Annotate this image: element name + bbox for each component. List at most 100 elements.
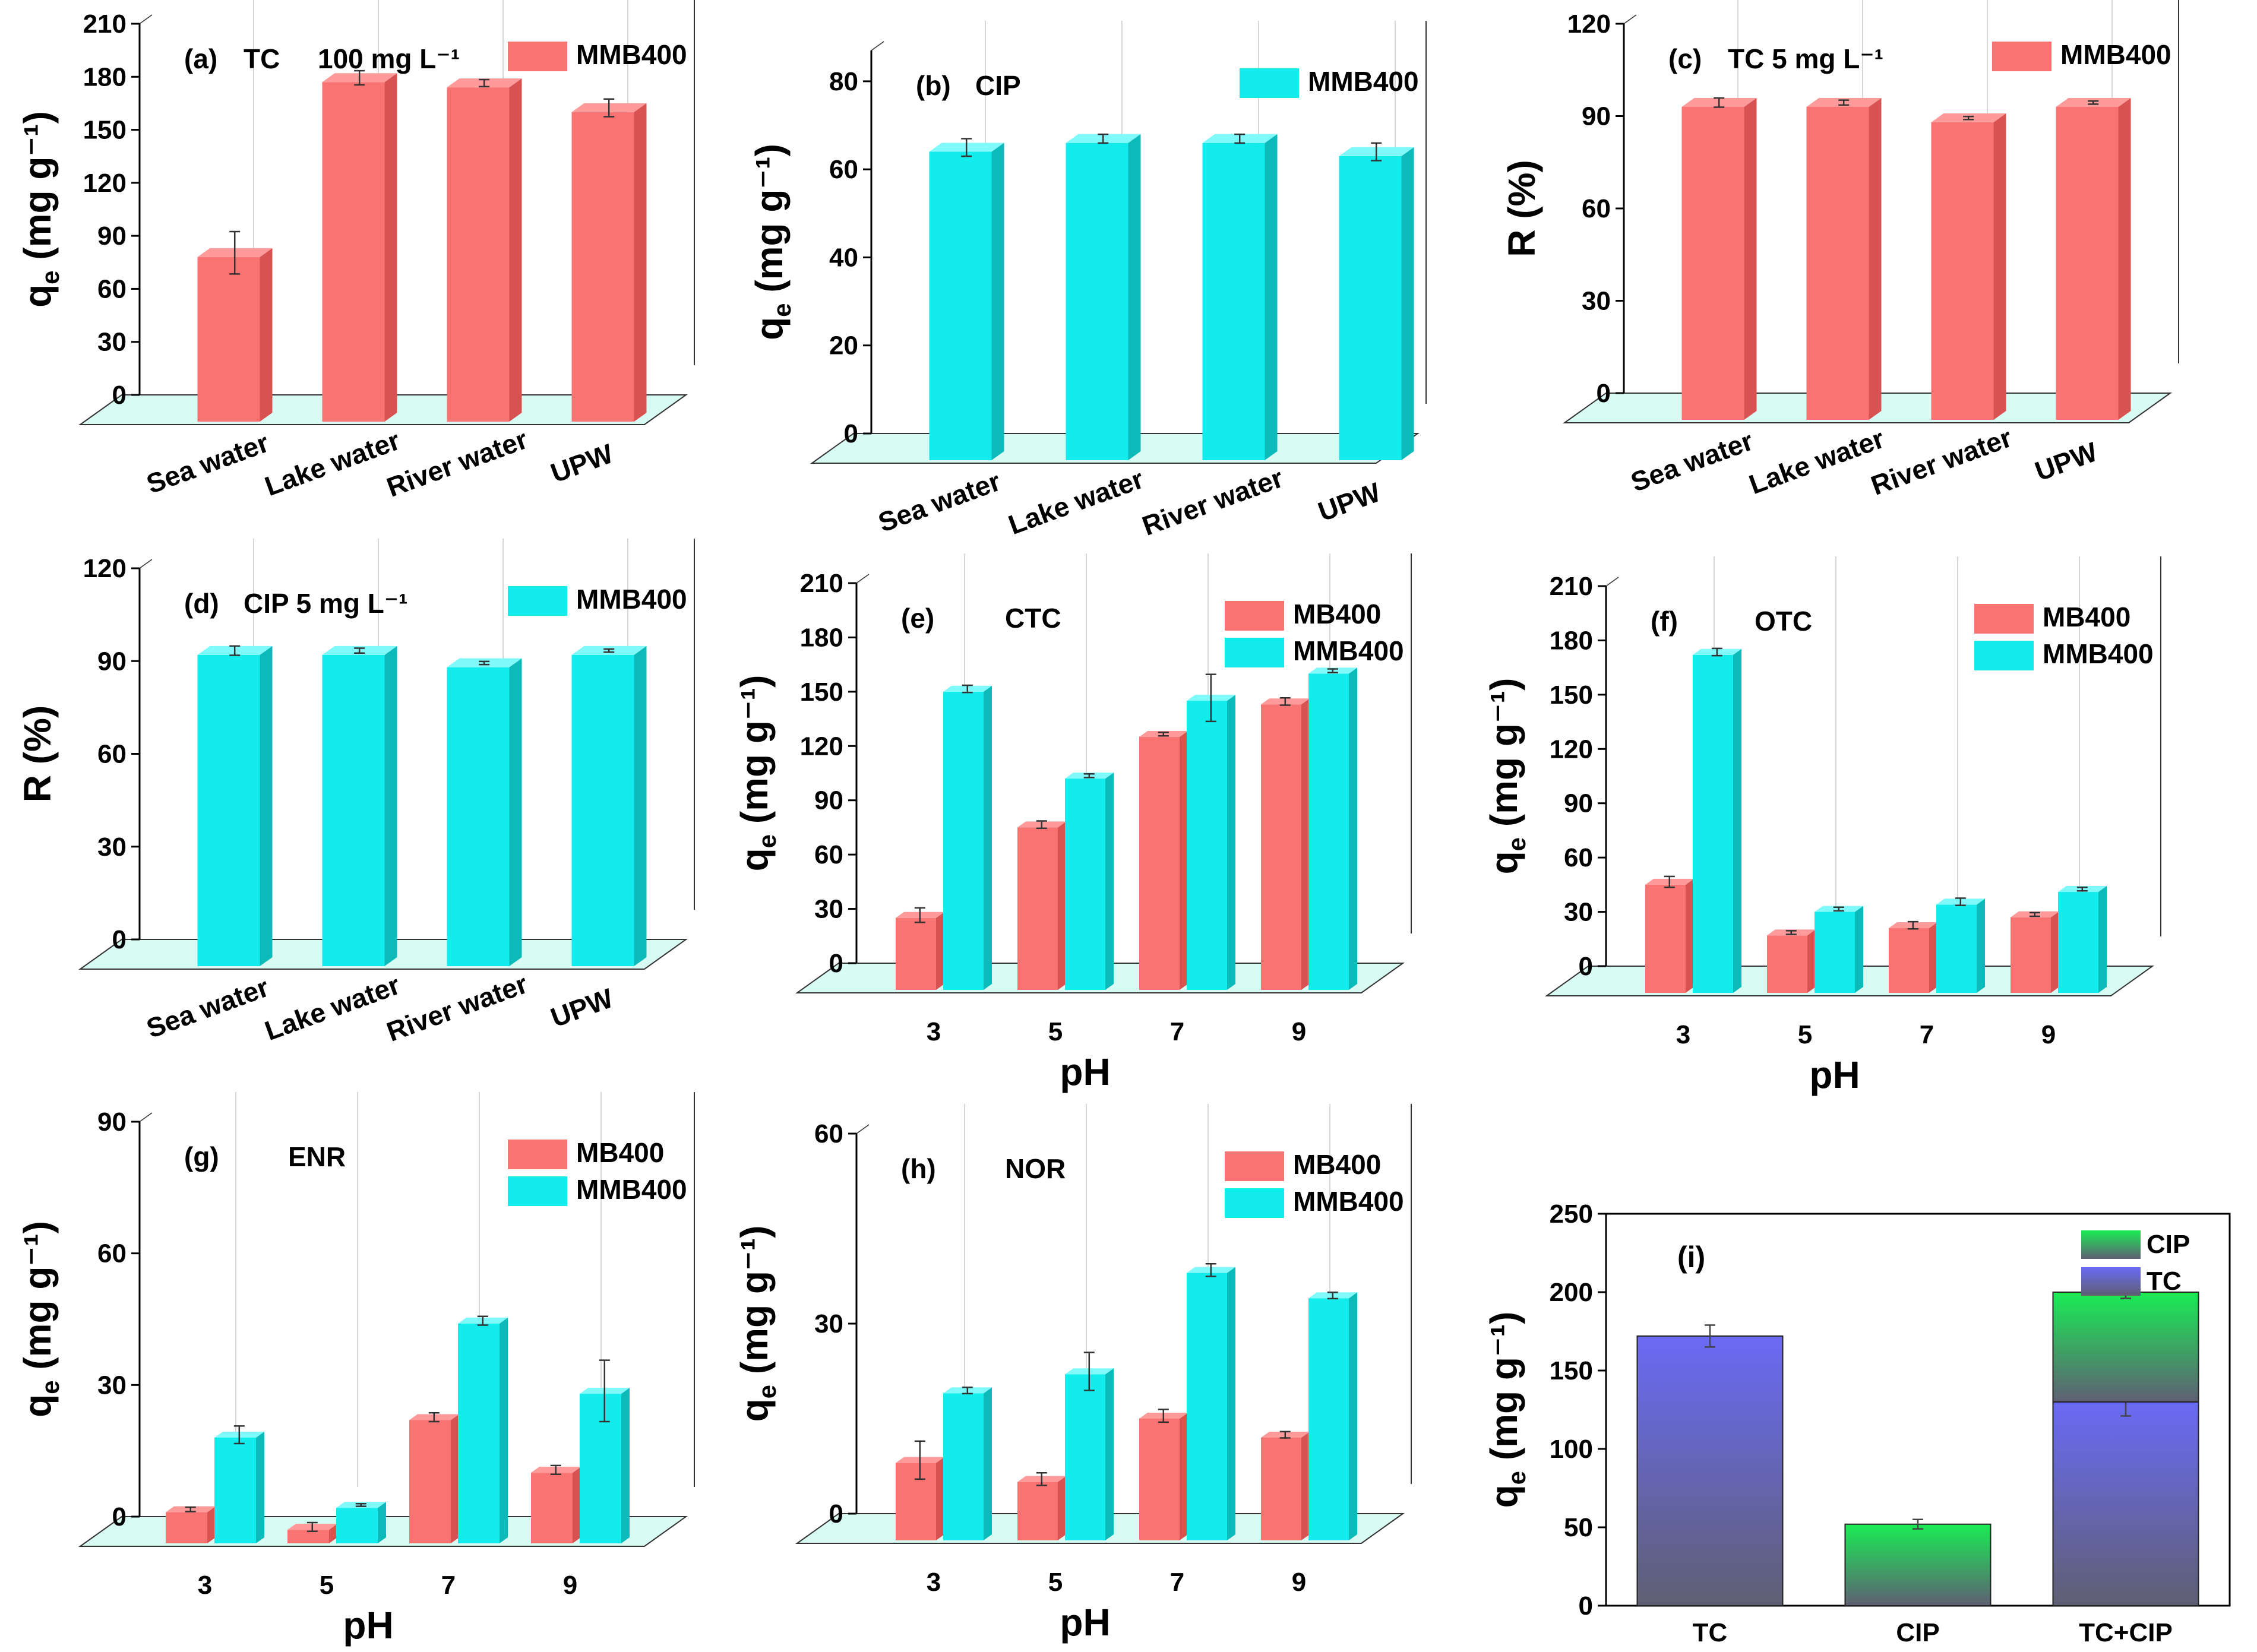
bar-front — [1931, 122, 1994, 420]
bar-side — [1058, 821, 1066, 990]
bar-side — [1855, 906, 1863, 993]
chart-e: 0 30 60 90 120 150 180 210 qe (mg g⁻¹) 3 5 7 9 pH (e) C… — [733, 553, 1412, 1093]
y-axis-title-unit: (mg g⁻¹) — [733, 1226, 776, 1385]
y-tick-label: 180 — [1550, 626, 1593, 655]
bars — [197, 69, 647, 422]
x-category-label: 3 — [927, 1017, 941, 1046]
y-axis-title-sub: e — [753, 834, 781, 848]
y-tick-label: 120 — [800, 732, 843, 761]
y-tick-label: 90 — [1564, 789, 1593, 818]
bar-side — [2118, 97, 2131, 420]
y-tick-label: 0 — [112, 925, 127, 954]
bar-mmb400-7 — [1187, 673, 1235, 990]
bars — [1645, 647, 2107, 993]
y-tick-label: 210 — [800, 569, 843, 598]
legend: MB400 MMB400 — [1225, 599, 1404, 667]
legend-swatch — [508, 1176, 567, 1206]
chart-h: 0 30 60 qe (mg g⁻¹) 3 5 7 9 pH (h) NOR MB400 MMB400 — [733, 1104, 1412, 1644]
x-category-label: 9 — [2041, 1020, 2056, 1049]
bar-mb400-3 — [896, 907, 944, 990]
x-category-label: 7 — [1170, 1568, 1184, 1597]
y-axis-title-unit: (mg g⁻¹) — [1482, 1312, 1525, 1471]
y-tick-label: 60 — [1564, 843, 1593, 872]
bars — [929, 133, 1414, 461]
bar-front — [1187, 1273, 1227, 1540]
panel-annotation: OTC — [1755, 606, 1812, 637]
bar-cip-tc-cip — [2052, 1292, 2199, 1403]
y-axis-title: qe (mg g⁻¹) — [16, 111, 64, 308]
bar-mmb400-lake-water — [1066, 133, 1141, 461]
panel-tag: (e) — [901, 603, 934, 634]
y-axis-title-unit: (mg g⁻¹) — [748, 144, 791, 303]
chart-f: 0 30 60 90 120 150 180 210 qe (mg g⁻¹) 3 5 7 9 pH (f) O… — [1482, 556, 2161, 1096]
legend-swatch — [1225, 1188, 1284, 1218]
panel-tag: (h) — [901, 1153, 936, 1184]
panel-g: 0 30 60 90 qe (mg g⁻¹) 3 5 7 9 pH (g) ENR MB400 MMB40… — [0, 1092, 753, 1652]
bar-front — [571, 654, 634, 966]
bar-front — [1065, 778, 1105, 990]
y-tick-label: 60 — [97, 740, 127, 769]
bar-side — [984, 685, 992, 990]
bar-side — [2098, 886, 2107, 993]
bar-mmb400-7 — [1187, 1262, 1235, 1540]
bar-front — [1681, 106, 1744, 420]
x-category-label: 7 — [1920, 1020, 1934, 1049]
bar-side — [936, 1457, 944, 1540]
bar-front — [336, 1508, 378, 1543]
bar-tc-tc — [1636, 1335, 1784, 1606]
bar-side — [1105, 1368, 1114, 1540]
bars — [166, 1315, 630, 1543]
y-axis-title-main: R (%) — [1500, 160, 1543, 257]
y-axis-title-sub: e — [1503, 1471, 1531, 1485]
bar-mmb400-river-water — [1202, 133, 1278, 461]
bar-side — [500, 1317, 508, 1543]
bar-mmb400-3 — [943, 684, 992, 990]
y-tick-label: 120 — [1567, 10, 1611, 39]
panel-h: 0 30 60 qe (mg g⁻¹) 3 5 7 9 pH (h) NOR MB400 MMB400 — [733, 1101, 1505, 1652]
bar-front — [896, 917, 936, 990]
legend: MMB400 — [1240, 66, 1419, 98]
bar-mmb400-sea-water — [929, 138, 1004, 461]
chart-g: 0 30 60 90 qe (mg g⁻¹) 3 5 7 9 pH (g) ENR MB400 MMB40… — [16, 1092, 695, 1647]
x-category-label: 9 — [1292, 1017, 1306, 1046]
bar-side — [384, 73, 397, 422]
x-category-label: Sea water — [1627, 425, 1757, 498]
y-tick-label: 60 — [829, 155, 858, 184]
bar-side — [1733, 648, 1741, 993]
bar-mmb400-7 — [458, 1315, 508, 1543]
bar-side — [1058, 1476, 1066, 1540]
x-category-label: 9 — [563, 1571, 577, 1600]
bar-front — [1261, 704, 1301, 990]
y-axis-title-unit: (mg g⁻¹) — [16, 111, 59, 270]
legend-label: CIP — [2147, 1230, 2190, 1259]
x-category-label: 7 — [441, 1571, 456, 1600]
y-axis-title-main: q — [16, 1394, 59, 1417]
y-tick-label: 210 — [83, 10, 127, 39]
y-tick-label: 100 — [1550, 1435, 1593, 1464]
y-tick-label: 90 — [97, 221, 127, 251]
panel-annotation: TC 5 mg L⁻¹ — [1728, 43, 1883, 74]
bar-mb400-5 — [287, 1521, 337, 1543]
y-tick-label: 60 — [97, 1239, 127, 1268]
y-tick-label: 90 — [97, 1107, 127, 1137]
bar-mb400-9 — [1261, 697, 1310, 990]
y-tick-label: 0 — [829, 1499, 843, 1528]
y-axis-title-main: q — [1482, 851, 1525, 874]
bar-side — [1227, 695, 1235, 990]
bar-front — [447, 667, 510, 966]
x-category-label: UPW — [2031, 436, 2101, 487]
bar-mb400-9 — [531, 1464, 581, 1543]
panel-tag: (d) — [184, 588, 219, 619]
bar-front — [1065, 1374, 1105, 1540]
y-tick-label: 60 — [97, 274, 127, 303]
bar-mmb400-3 — [943, 1386, 992, 1540]
legend-swatch — [508, 1140, 567, 1169]
panel-annotation: CTC — [1005, 603, 1061, 634]
legend-swatch — [1974, 604, 2034, 634]
y-tick-label: 150 — [1550, 1356, 1593, 1385]
legend-label: MMB400 — [576, 1174, 687, 1205]
bar-front — [2056, 106, 2119, 420]
bar-side — [621, 1388, 630, 1543]
y-tick-label: 80 — [829, 67, 858, 96]
